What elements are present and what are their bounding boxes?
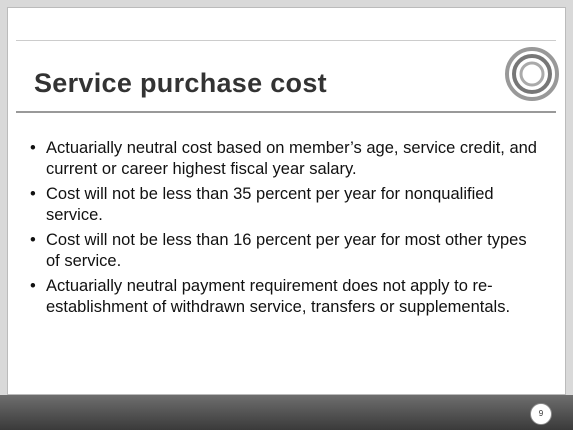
- bullet: Actuarially neutral cost based on member…: [30, 138, 540, 180]
- bullet: Cost will not be less than 35 percent pe…: [30, 184, 540, 226]
- slide-title: Service purchase cost: [34, 68, 327, 98]
- bullet-list: Actuarially neutral cost based on member…: [30, 138, 540, 322]
- bullet: Actuarially neutral payment requirement …: [30, 276, 540, 318]
- bullet: Cost will not be less than 16 percent pe…: [30, 230, 540, 272]
- page-number: 9: [530, 403, 552, 425]
- title-frame: [16, 40, 556, 113]
- logo: [505, 47, 559, 101]
- footer-bar: [0, 395, 573, 430]
